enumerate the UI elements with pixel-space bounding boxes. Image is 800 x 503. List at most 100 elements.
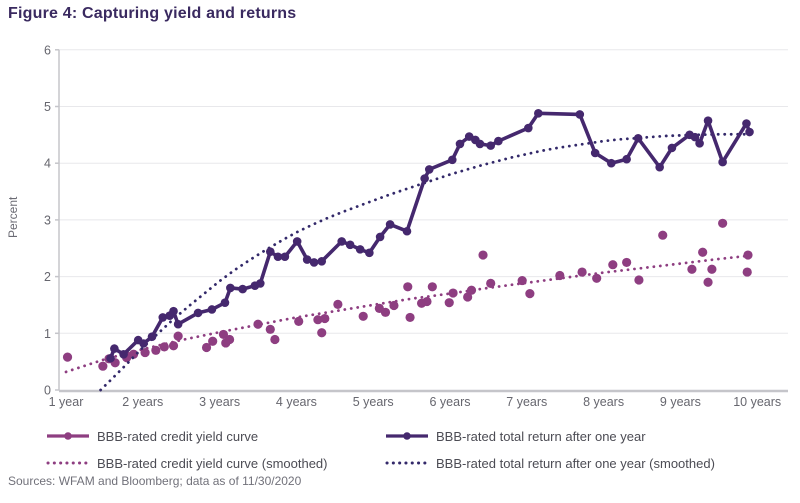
series-marker xyxy=(403,282,413,292)
series-marker xyxy=(309,258,319,267)
series-marker xyxy=(707,264,717,274)
series-marker xyxy=(380,307,391,317)
series-marker xyxy=(534,109,543,118)
x-tick-label: 1 year xyxy=(49,395,84,409)
series-marker xyxy=(444,298,454,308)
series-marker xyxy=(424,165,434,174)
series-marker xyxy=(169,306,178,316)
series-marker xyxy=(742,267,752,277)
series-marker xyxy=(575,110,585,119)
series-marker xyxy=(238,284,247,294)
y-tick-label: 6 xyxy=(44,43,51,57)
series-marker xyxy=(365,248,374,258)
legend-item-total-return-smoothed: BBB-rated total return after one year (s… xyxy=(385,453,715,473)
legend-swatch-dotted-icon xyxy=(385,461,429,465)
series-marker xyxy=(608,260,618,270)
series-marker xyxy=(345,240,355,250)
series-marker xyxy=(622,154,631,164)
series-marker xyxy=(110,344,119,353)
series-marker xyxy=(201,342,212,353)
x-tick-label: 2 years xyxy=(122,395,163,409)
series-marker xyxy=(590,148,600,158)
series-marker xyxy=(294,316,304,326)
series-marker xyxy=(466,285,477,295)
x-tick-label: 3 years xyxy=(199,395,240,409)
series-marker xyxy=(690,132,700,142)
series-marker xyxy=(119,349,128,359)
series-marker xyxy=(455,139,465,149)
series-marker xyxy=(256,279,265,288)
legend-item-total-return: BBB-rated total return after one year xyxy=(385,426,715,446)
series-marker xyxy=(337,237,347,246)
series-marker xyxy=(173,319,183,329)
series-marker xyxy=(743,250,753,260)
series-marker xyxy=(524,123,533,133)
x-tick-label: 5 years xyxy=(353,395,394,409)
series-marker xyxy=(427,282,437,292)
series-dotted xyxy=(99,132,757,392)
series-marker xyxy=(463,292,473,302)
series-marker xyxy=(420,174,429,183)
series-marker xyxy=(402,226,412,236)
series-marker xyxy=(265,247,275,256)
series-marker xyxy=(658,230,668,240)
series-marker xyxy=(422,296,432,307)
legend-item-yield-smoothed: BBB-rated credit yield curve (smoothed) xyxy=(46,453,327,473)
series-marker xyxy=(698,247,708,257)
series-marker xyxy=(208,336,218,346)
series-marker xyxy=(317,328,327,338)
series-marker xyxy=(147,332,157,342)
swatch-dot xyxy=(64,432,72,440)
series-marker xyxy=(494,136,503,146)
series-marker xyxy=(355,245,365,254)
series-marker xyxy=(687,264,697,274)
series-marker xyxy=(389,300,399,311)
legend-swatch-solid-dot-icon xyxy=(47,432,89,440)
series-marker xyxy=(577,267,587,277)
series-marker xyxy=(475,139,485,149)
series-marker xyxy=(333,299,343,309)
series-marker xyxy=(385,220,395,229)
series-marker xyxy=(592,273,602,283)
series-marker xyxy=(320,313,330,324)
series-marker xyxy=(718,157,727,167)
series-marker xyxy=(218,329,229,340)
x-tick-label: 4 years xyxy=(276,395,317,409)
series-marker xyxy=(224,334,235,345)
x-tick-label: 9 years xyxy=(660,395,701,409)
series-marker xyxy=(478,250,488,260)
series-marker xyxy=(703,277,713,287)
series-marker xyxy=(220,298,230,307)
series-marker xyxy=(634,275,644,285)
series-marker xyxy=(106,353,115,363)
series-marker xyxy=(606,158,616,168)
series-marker xyxy=(193,308,203,318)
series-marker xyxy=(313,315,323,325)
series-marker xyxy=(207,305,217,314)
series-marker xyxy=(486,278,496,289)
series-marker xyxy=(703,116,713,125)
y-tick-label: 4 xyxy=(44,157,51,171)
series-marker xyxy=(62,352,73,362)
series-marker xyxy=(695,139,704,148)
chart-canvas: 0 1 2 3 4 5 6 1 year 2 years 3 years 4 years 5 year… xyxy=(44,43,788,409)
legend-label: BBB-rated total return after one year xyxy=(436,428,646,444)
legend-swatch-solid-dot-icon xyxy=(386,432,428,440)
series-marker xyxy=(405,312,415,323)
series-marker xyxy=(226,283,235,293)
series-marker xyxy=(525,289,535,299)
series-marker xyxy=(265,324,275,334)
legend-swatch-dotted-icon xyxy=(46,461,90,465)
series-marker xyxy=(633,133,643,143)
series-marker xyxy=(98,361,108,371)
series-marker xyxy=(718,218,728,228)
y-tick-label: 5 xyxy=(44,100,51,114)
series-marker xyxy=(273,252,283,262)
series-marker xyxy=(486,141,496,150)
series-marker xyxy=(667,143,677,153)
y-tick-label: 2 xyxy=(44,270,51,284)
series-marker xyxy=(317,256,327,266)
legend-item-yield: BBB-rated credit yield curve xyxy=(46,426,327,446)
page-title: Figure 4: Capturing yield and returns xyxy=(8,5,297,22)
